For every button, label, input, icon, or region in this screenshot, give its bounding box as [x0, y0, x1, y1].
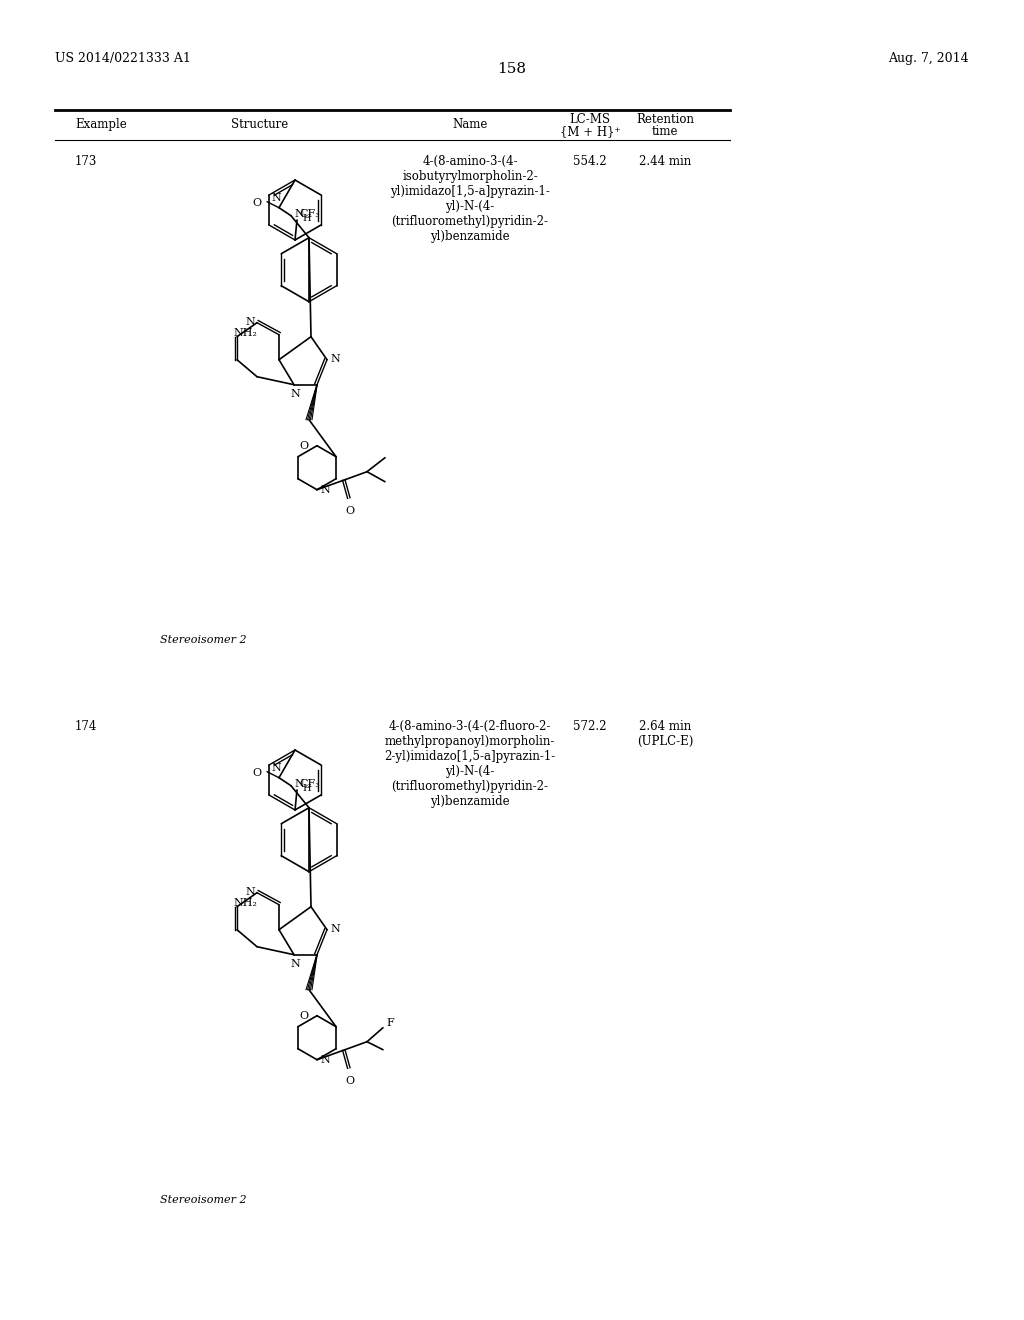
- Text: N: N: [290, 388, 300, 399]
- Text: F: F: [386, 1018, 394, 1028]
- Text: NH₂: NH₂: [233, 327, 257, 338]
- Text: N: N: [246, 887, 255, 896]
- Text: 174: 174: [75, 719, 97, 733]
- Text: N: N: [290, 958, 300, 969]
- Text: {M + H}⁺: {M + H}⁺: [560, 125, 621, 139]
- Text: LC-MS: LC-MS: [569, 114, 610, 125]
- Text: N: N: [271, 193, 281, 203]
- Text: Structure: Structure: [231, 117, 289, 131]
- Text: O: O: [345, 506, 354, 516]
- Text: 572.2: 572.2: [573, 719, 607, 733]
- Text: N: N: [246, 317, 255, 327]
- Text: Example: Example: [75, 117, 127, 131]
- Text: 554.2: 554.2: [573, 154, 607, 168]
- Text: N: N: [271, 763, 281, 774]
- Text: Retention: Retention: [636, 114, 694, 125]
- Text: time: time: [651, 125, 678, 139]
- Text: CF₃: CF₃: [299, 779, 319, 789]
- Text: O: O: [300, 441, 309, 450]
- Text: O: O: [253, 198, 261, 207]
- Text: CF₃: CF₃: [299, 209, 319, 219]
- Text: N: N: [319, 484, 330, 495]
- Text: O: O: [345, 1076, 354, 1086]
- Text: 2.44 min: 2.44 min: [639, 154, 691, 168]
- Text: Stereoisomer 2: Stereoisomer 2: [160, 1195, 247, 1205]
- Text: 173: 173: [75, 154, 97, 168]
- Text: 4-(8-amino-3-(4-
isobutyrylmorpholin-2-
yl)imidazo[1,5-a]pyrazin-1-
yl)-N-(4-
(t: 4-(8-amino-3-(4- isobutyrylmorpholin-2- …: [390, 154, 550, 243]
- Text: N: N: [330, 924, 340, 933]
- Text: NH₂: NH₂: [233, 898, 257, 908]
- Text: N: N: [319, 1055, 330, 1065]
- Text: Name: Name: [453, 117, 487, 131]
- Text: Aug. 7, 2014: Aug. 7, 2014: [889, 51, 969, 65]
- Text: N: N: [294, 779, 304, 789]
- Text: 158: 158: [498, 62, 526, 77]
- Text: N: N: [294, 209, 304, 219]
- Text: O: O: [300, 1011, 309, 1020]
- Text: US 2014/0221333 A1: US 2014/0221333 A1: [55, 51, 190, 65]
- Text: Stereoisomer 2: Stereoisomer 2: [160, 635, 247, 645]
- Text: O: O: [253, 768, 261, 777]
- Text: 4-(8-amino-3-(4-(2-fluoro-2-
methylpropanoyl)morpholin-
2-yl)imidazo[1,5-a]pyraz: 4-(8-amino-3-(4-(2-fluoro-2- methylpropa…: [384, 719, 556, 808]
- Text: H: H: [302, 784, 310, 793]
- Text: H: H: [302, 214, 310, 223]
- Text: N: N: [330, 354, 340, 364]
- Text: 2.64 min
(UPLC-E): 2.64 min (UPLC-E): [637, 719, 693, 748]
